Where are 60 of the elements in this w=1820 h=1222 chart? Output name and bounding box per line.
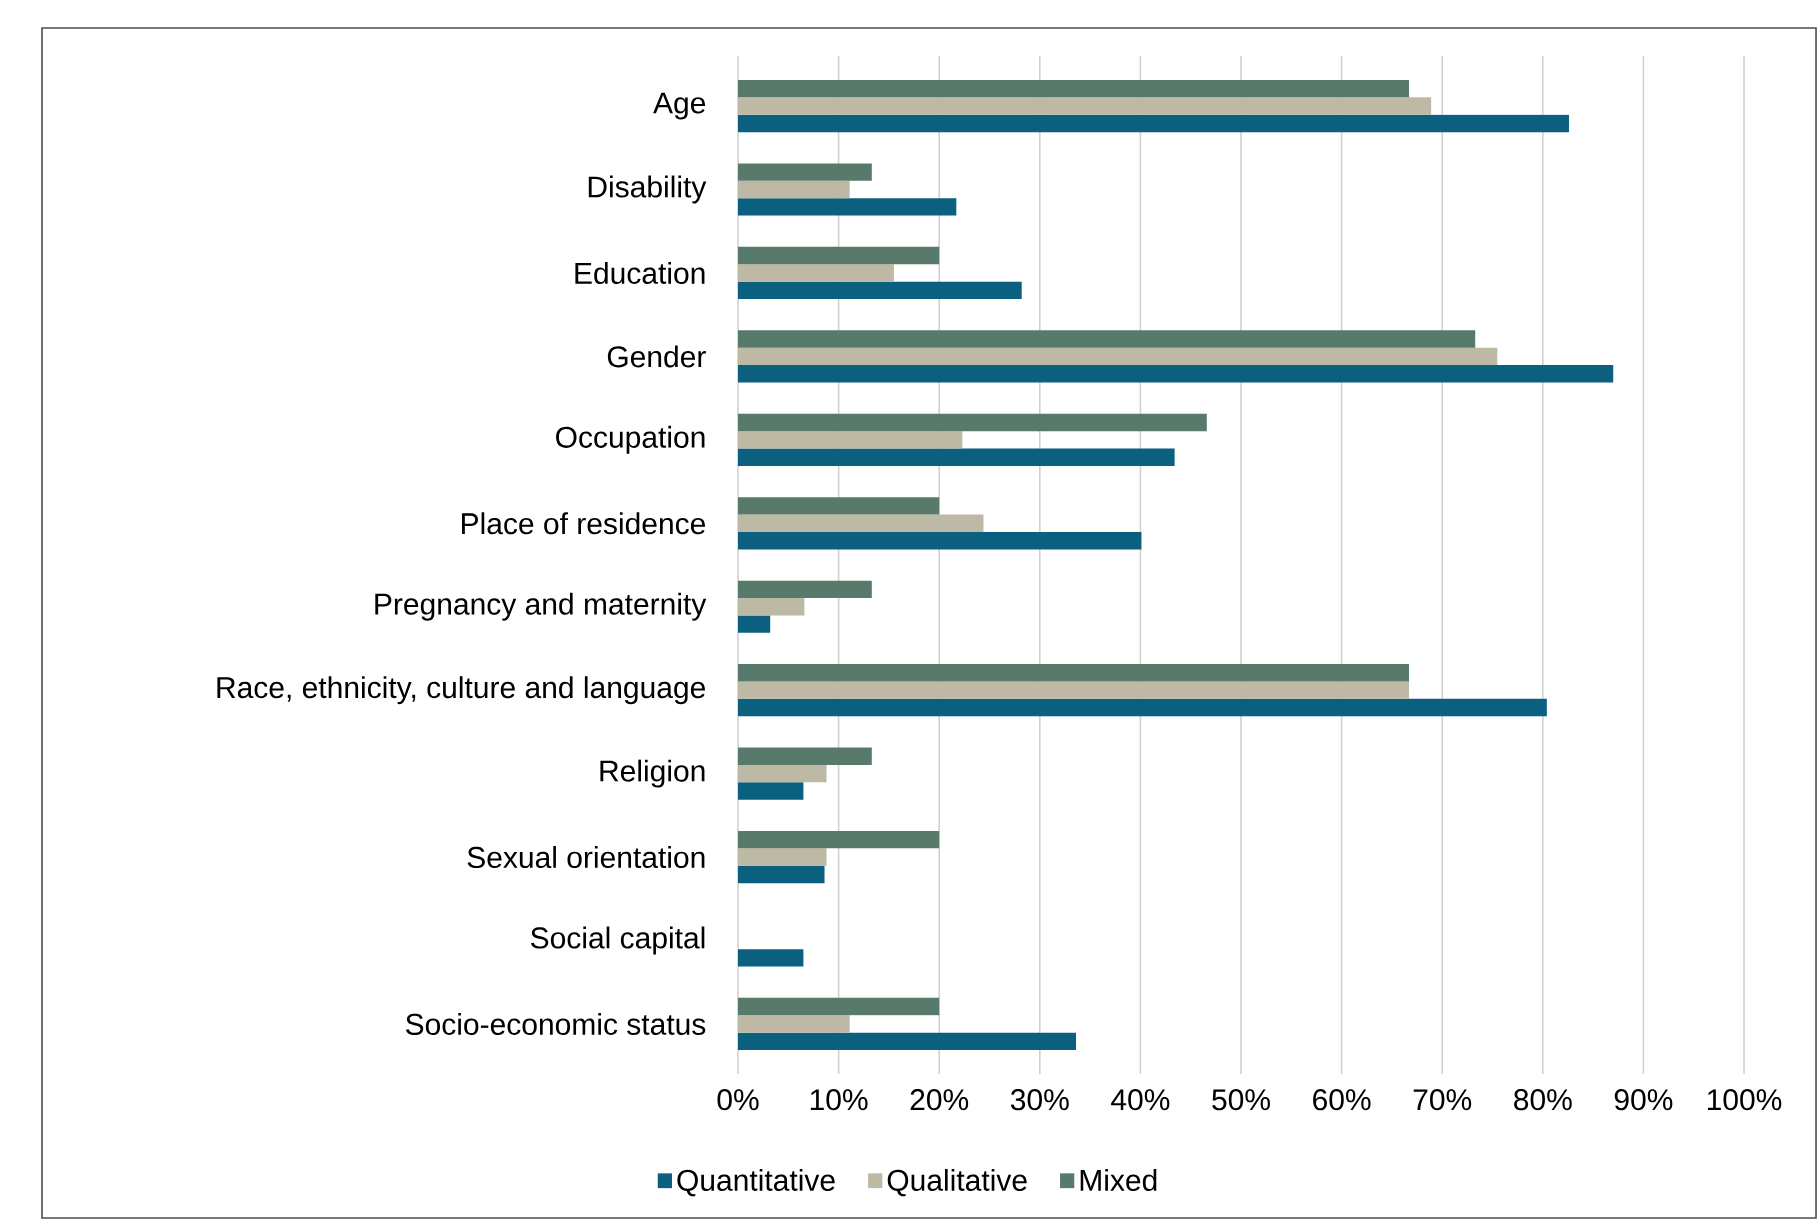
bar <box>738 764 827 783</box>
bar <box>738 782 804 800</box>
y-tick-label: Disability <box>588 175 707 204</box>
bar <box>738 1015 850 1033</box>
y-tick-label: Religion <box>600 759 705 788</box>
bar <box>738 598 805 616</box>
bar <box>738 180 850 199</box>
x-tick-label: 70% <box>1413 1089 1472 1111</box>
x-tick-label: 10% <box>810 1089 868 1111</box>
bar <box>738 830 940 849</box>
bar <box>738 681 1410 699</box>
bar <box>738 865 825 884</box>
bar <box>738 330 1476 348</box>
y-tick-label: Pregnancy and maternity <box>375 592 707 621</box>
bar <box>738 747 872 765</box>
x-tick-label: 50% <box>1212 1089 1270 1111</box>
bar <box>738 1032 1077 1051</box>
y-tick-label: Socio-economic status <box>405 1012 706 1035</box>
y-tick-label: Occupation <box>556 425 705 454</box>
y-tick-label: Sexual orientation <box>467 846 705 869</box>
x-tick-label: 80% <box>1514 1089 1572 1111</box>
bar <box>738 448 1175 466</box>
y-tick-label: Gender <box>607 345 706 368</box>
x-tick-label: 90% <box>1614 1089 1673 1111</box>
bar <box>738 413 1207 432</box>
bar <box>738 163 872 181</box>
bar <box>738 698 1547 717</box>
bar <box>738 664 1410 682</box>
x-tick-label: 60% <box>1313 1089 1371 1111</box>
bar <box>738 497 940 515</box>
bar <box>738 246 940 265</box>
bar <box>738 615 771 633</box>
x-tick-label: 20% <box>910 1089 969 1111</box>
bar <box>738 997 940 1016</box>
bar <box>738 264 894 282</box>
x-tick-label: 0% <box>717 1089 759 1111</box>
x-tick-label: 100% <box>1707 1089 1782 1111</box>
legend-label: Quantitative <box>677 1168 835 1197</box>
y-tick-label: Race, ethnicity, culture and language <box>217 676 705 705</box>
x-tick-label: 40% <box>1111 1089 1170 1111</box>
legend-label: Qualitative <box>887 1168 1027 1197</box>
y-tick-label: Age <box>653 92 706 120</box>
bar <box>738 580 872 599</box>
bar <box>738 514 984 532</box>
y-tick-label: Social capital <box>530 926 705 955</box>
bar <box>738 365 1614 383</box>
bar <box>738 97 1432 115</box>
bar <box>738 949 804 967</box>
bar <box>738 79 1410 98</box>
x-tick-label: 30% <box>1010 1089 1069 1111</box>
bar <box>738 114 1569 133</box>
bar <box>738 848 827 866</box>
bar <box>738 281 1022 300</box>
bar <box>738 531 1142 550</box>
y-tick-label: Place of residence <box>462 512 705 535</box>
bar <box>738 347 1498 366</box>
y-tick-label: Education <box>575 261 705 284</box>
legend-label: Mixed <box>1080 1168 1157 1191</box>
bar <box>738 431 963 449</box>
bar <box>738 198 957 216</box>
